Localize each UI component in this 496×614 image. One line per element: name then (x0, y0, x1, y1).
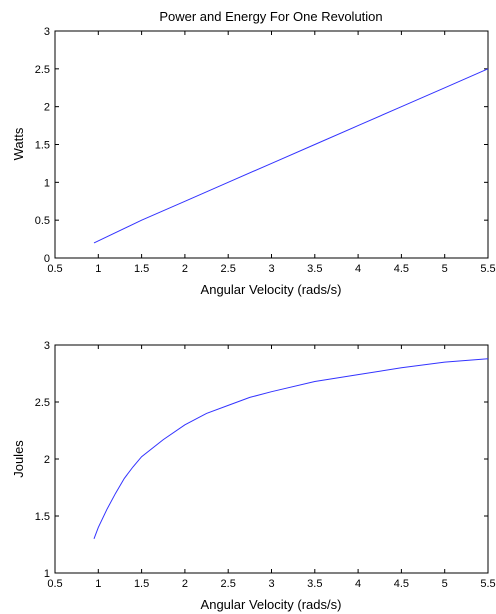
x-tick-label: 5 (442, 263, 448, 275)
power-y-ticks: 0 0.5 1 1.5 2 2.5 3 (35, 26, 488, 265)
x-tick-label: 1 (95, 578, 101, 590)
x-tick-label: 4 (355, 263, 361, 275)
x-tick-label: 4 (355, 578, 361, 590)
x-tick-label: 0.5 (47, 578, 62, 590)
y-tick-label: 1.5 (35, 511, 50, 523)
y-tick-label: 2.5 (35, 397, 50, 409)
x-tick-label: 1 (95, 263, 101, 275)
energy-y-ticks: 1 1.5 2 2.5 3 (35, 340, 488, 580)
x-tick-label: 3 (268, 578, 274, 590)
energy-x-axis-label: Angular Velocity (rads/s) (201, 597, 342, 612)
x-tick-label: 1.5 (134, 578, 149, 590)
x-tick-label: 0.5 (47, 263, 62, 275)
y-tick-label: 3 (44, 26, 50, 38)
x-tick-label: 5.5 (480, 263, 495, 275)
power-series (93, 68, 489, 244)
y-tick-label: 1.5 (35, 140, 50, 152)
power-x-ticks: 0.5 1 1.5 2 2.5 3 3.5 4 4.5 5 5.5 (47, 31, 496, 275)
y-tick-label: 1 (44, 177, 50, 189)
energy-y-axis-label: Joules (11, 440, 26, 478)
power-axes-box (54, 30, 489, 259)
energy-x-ticks: 0.5 1 1.5 2 2.5 3 3.5 4 4.5 5 5.5 (47, 345, 496, 590)
x-tick-label: 5 (442, 578, 448, 590)
power-x-axis-label: Angular Velocity (rads/s) (201, 282, 342, 297)
x-tick-label: 5.5 (480, 578, 495, 590)
energy-plot: 0.5 1 1.5 2 2.5 3 3.5 4 4.5 5 5.5 11.522.53 Angula… (11, 340, 496, 612)
energy-series-line (93, 358, 489, 539)
x-tick-label: 4.5 (394, 263, 409, 275)
y-tick-label: 2.5 (35, 64, 50, 76)
power-y-axis-label: Watts (11, 127, 26, 160)
x-tick-label: 2.5 (221, 263, 236, 275)
plot-title: Power and Energy For One Revolution (159, 9, 382, 24)
y-tick-label: 0 (44, 253, 50, 265)
x-tick-label: 2 (182, 578, 188, 590)
y-tick-label: 2 (44, 102, 50, 114)
energy-series (93, 358, 489, 539)
power-series-line (93, 68, 489, 244)
x-tick-label: 3 (268, 263, 274, 275)
x-tick-label: 3.5 (307, 578, 322, 590)
y-tick-label: 1 (44, 568, 50, 580)
x-tick-label: 4.5 (394, 578, 409, 590)
y-tick-label: 2 (44, 454, 50, 466)
x-tick-label: 3.5 (307, 263, 322, 275)
power-plot: Power and Energy For One Revolution 0.5 1… (11, 9, 496, 297)
x-tick-label: 2 (182, 263, 188, 275)
x-tick-label: 1.5 (134, 263, 149, 275)
y-tick-label: 3 (44, 340, 50, 352)
x-tick-label: 2.5 (221, 578, 236, 590)
y-tick-label: 0.5 (35, 215, 50, 227)
energy-axes-box (54, 344, 489, 574)
